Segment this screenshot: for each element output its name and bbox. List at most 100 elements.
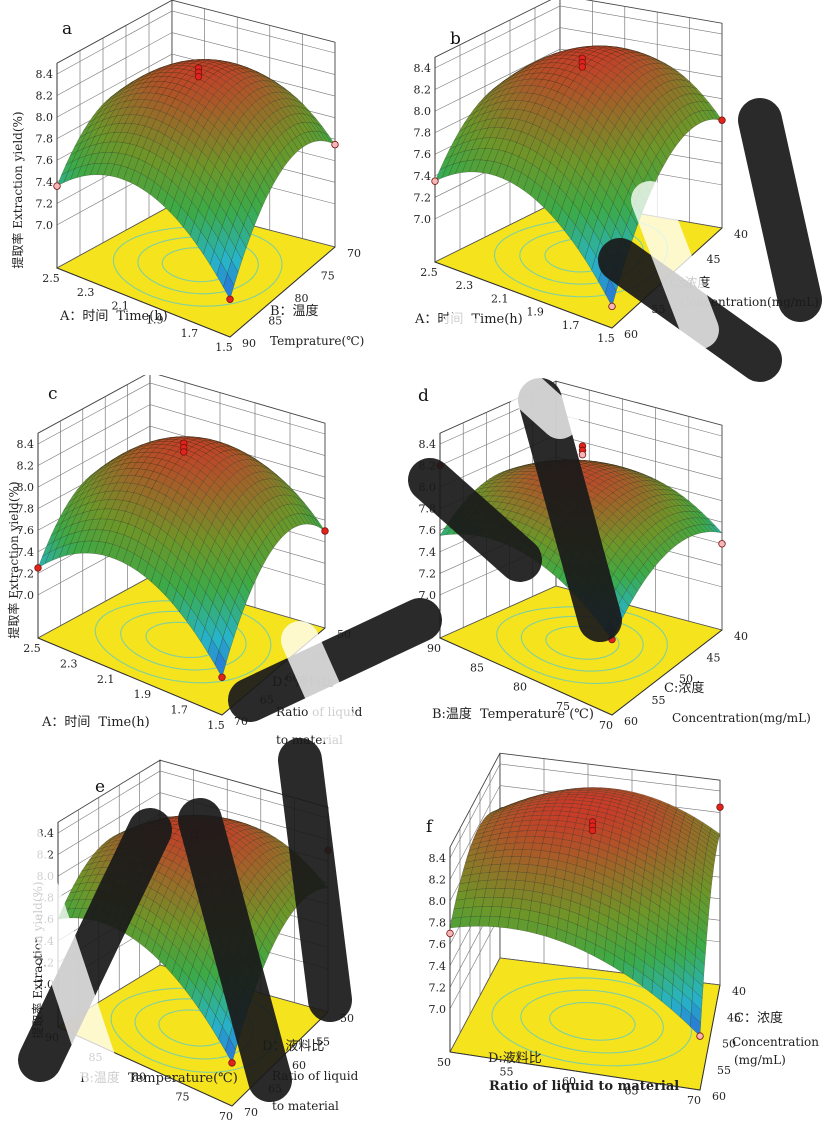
surface-cell [525,872,537,883]
x-axis-label: A：时间 Time(h) [414,312,523,327]
y-axis-label-cn: C：浓度 [734,1010,783,1026]
grid-line [434,27,723,90]
response-surface [434,45,723,307]
surface-cell [545,825,557,832]
y-tick-label: 70 [347,247,361,260]
y-axis-label-en: Temprature(℃) [270,334,364,348]
response-surface [449,787,721,1037]
y-tick-label: 75 [321,270,335,283]
z-tick-label: 8.4 [414,62,431,75]
surface-cell [539,815,551,821]
surface-cell [533,836,545,844]
surface-cell [515,871,528,882]
z-axis-ticks: 7.0 7.2 7.4 7.6 7.8 8.0 8.2 8.4 [414,62,431,226]
surface-cell [547,819,559,827]
surface-cell [496,871,509,881]
surface-cell [504,879,517,890]
surface-cell [511,849,523,857]
x-tick-label: 2.1 [97,673,115,686]
surface-cell [539,850,551,860]
surface-cell [508,863,520,873]
data-point [321,527,329,535]
x-tick-label: 2.5 [42,272,60,285]
x-tick-label: 70 [599,719,613,732]
y-tick-label: 45 [707,253,721,266]
x-tick-label: 2.1 [111,300,129,313]
y-tick-label: 50 [679,673,693,686]
surface-cell [568,792,580,795]
surface-chart-svg: 7.0 7.2 7.4 7.6 7.8 8.0 8.2 8.4 90 85 80 75 70 60 55 50… [418,380,811,732]
y-tick-label: 40 [734,228,748,241]
x-tick-label: 2.3 [60,657,78,670]
surface-cell [550,810,562,816]
x-tick-label: 1.7 [562,319,580,332]
y-tick-label: 65 [268,1083,282,1096]
surface-cell [506,871,518,881]
surface-chart-svg: 7.0 7.2 7.4 7.6 7.8 8.0 8.2 8.4 2.5 2.3 2.1 1.9 1.7 1… [10,0,364,354]
surface-cell [520,899,532,911]
x-tick-label: 50 [437,1056,451,1069]
surface-cell [566,794,578,798]
z-axis-ticks: 7.0 7.2 7.4 7.6 7.8 8.0 8.2 8.4 [419,438,437,602]
z-tick-label: 7.8 [414,127,431,140]
surface-cell [501,897,513,908]
z-tick-label: 7.6 [419,524,437,537]
surface-cell [502,888,515,899]
response-surface [56,59,336,300]
data-point [228,1059,236,1067]
z-tick-label: 7.8 [419,503,437,516]
surface-cell [543,830,556,839]
grid-line [37,404,326,466]
x-tick-label: 80 [513,681,527,694]
surface-cell [512,888,525,900]
surface-cell [528,856,540,866]
x-tick-label: 2.5 [420,266,438,279]
z-tick-label: 7.8 [17,503,35,516]
data-point [608,635,616,644]
y-tick-label: 60 [624,715,638,728]
x-axis-ticks: 2.5 2.3 2.1 1.9 1.7 1.5 [23,642,225,732]
design-points [53,64,339,303]
chart-panel-d: 7.0 7.2 7.4 7.6 7.8 8.0 8.2 8.4 90 85 80 75 70 60 55 50… [414,375,828,750]
z-tick-label: 7.2 [419,567,437,580]
base-edge [439,629,723,716]
x-tick-label: 70 [219,1110,233,1123]
z-tick-label: 7.4 [414,170,431,183]
x-axis-label-en: Time(h) [116,309,167,324]
x-tick-label: 1.9 [526,306,544,319]
y-tick-label: 55 [652,694,666,707]
design-points [446,803,724,1040]
data-point [324,846,332,855]
surface-chart-svg: 7.0 7.2 7.4 7.6 7.8 8.0 8.2 8.4 2.5 2.3 2.1 1.9 1.7 1… [414,0,819,345]
y-tick-label: 50 [337,628,351,641]
x-axis-ticks: 2.5 2.3 2.1 1.9 1.7 1.5 [42,272,233,354]
surface-cell [214,650,227,678]
surface-cell [553,803,565,808]
y-tick-label: 40 [732,985,746,998]
data-point [718,540,726,548]
surface-cell [537,857,549,868]
data-point [696,1032,704,1040]
surface-cell [499,906,512,918]
z-tick-label: 7.0 [414,213,431,226]
axis-frame [56,63,336,338]
x-tick-label: 2.1 [491,292,509,305]
x-axis-label: A：时间 Time(h) [59,309,168,324]
y-axis-label-en-2: (mg/mL) [734,1053,786,1067]
data-point [578,450,587,459]
x-axis-label-cn: B:温度 [80,1070,120,1086]
surface-chart-svg: 7.0 7.2 7.4 7.6 7.8 8.0 8.2 8.4 2.5 2.3 2.1 1.9 1.7 1… [6,375,363,747]
y-tick-label: 60 [292,1059,306,1072]
data-point [431,177,439,185]
x-tick-label: 1.9 [146,313,164,326]
y-axis-label-en: Ratio of liquid [272,1069,359,1083]
x-tick-label: 1.5 [215,341,233,354]
x-axis-ticks: 50 55 60 65 70 [437,1056,701,1107]
z-tick-label: 7.2 [414,191,431,204]
z-tick-label: 7.4 [429,960,447,973]
surface-cell [534,830,546,838]
contour-line [137,236,259,295]
x-axis-label-en: Ratio of liquid to material [489,1079,679,1094]
